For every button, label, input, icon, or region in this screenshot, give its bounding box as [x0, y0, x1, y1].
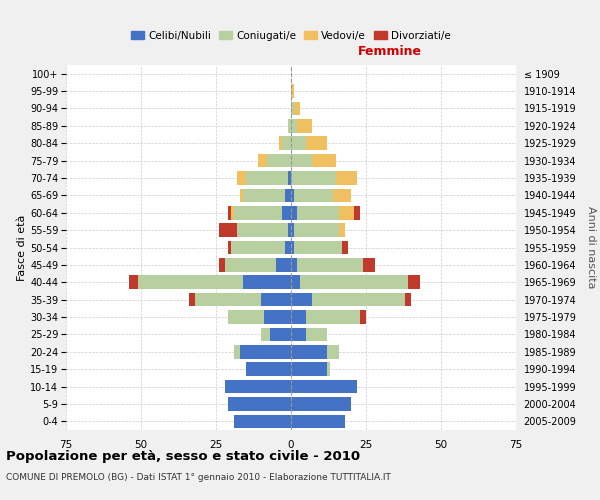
Bar [363, 258, 375, 272]
Bar [294, 102, 300, 115]
Bar [294, 224, 339, 237]
Bar [231, 206, 234, 220]
Bar [291, 380, 357, 394]
Bar [240, 345, 291, 358]
Bar [327, 345, 339, 358]
Bar [291, 102, 294, 115]
Bar [408, 276, 420, 289]
Text: Femmine: Femmine [358, 44, 422, 58]
Bar [240, 188, 243, 202]
Bar [291, 362, 327, 376]
Bar [288, 119, 291, 132]
Bar [336, 171, 357, 185]
Bar [291, 154, 312, 168]
Bar [282, 206, 291, 220]
Text: COMUNE DI PREMOLO (BG) - Dati ISTAT 1° gennaio 2010 - Elaborazione TUTTITALIA.IT: COMUNE DI PREMOLO (BG) - Dati ISTAT 1° g… [6, 472, 391, 482]
Bar [291, 276, 300, 289]
Bar [297, 206, 339, 220]
Bar [354, 206, 360, 220]
Bar [294, 240, 342, 254]
Bar [291, 258, 297, 272]
Bar [306, 310, 360, 324]
Bar [276, 258, 291, 272]
Bar [327, 362, 330, 376]
Bar [279, 136, 282, 150]
Bar [291, 136, 306, 150]
Bar [219, 258, 225, 272]
Bar [339, 206, 354, 220]
Bar [243, 188, 285, 202]
Bar [228, 397, 291, 410]
Bar [297, 258, 363, 272]
Bar [291, 345, 327, 358]
Bar [291, 84, 294, 98]
Bar [219, 224, 237, 237]
Bar [231, 240, 285, 254]
Bar [234, 206, 282, 220]
Bar [261, 328, 270, 341]
Bar [234, 345, 240, 358]
Bar [291, 188, 294, 202]
Bar [294, 188, 333, 202]
Bar [270, 328, 291, 341]
Bar [258, 154, 267, 168]
Bar [285, 240, 291, 254]
Bar [291, 293, 312, 306]
Y-axis label: Anni di nascita: Anni di nascita [586, 206, 596, 289]
Bar [225, 258, 276, 272]
Bar [237, 171, 246, 185]
Bar [342, 240, 348, 254]
Bar [246, 362, 291, 376]
Bar [306, 328, 327, 341]
Bar [189, 293, 195, 306]
Bar [360, 310, 366, 324]
Bar [285, 188, 291, 202]
Y-axis label: Fasce di età: Fasce di età [17, 214, 27, 280]
Bar [264, 310, 291, 324]
Bar [291, 328, 306, 341]
Bar [300, 276, 408, 289]
Bar [291, 206, 297, 220]
Bar [195, 293, 261, 306]
Bar [312, 293, 405, 306]
Text: Popolazione per età, sesso e stato civile - 2010: Popolazione per età, sesso e stato civil… [6, 450, 360, 463]
Bar [312, 154, 336, 168]
Bar [237, 224, 288, 237]
Bar [228, 240, 231, 254]
Bar [243, 276, 291, 289]
Bar [339, 224, 345, 237]
Bar [288, 224, 291, 237]
Bar [306, 136, 327, 150]
Bar [405, 293, 411, 306]
Bar [291, 310, 306, 324]
Bar [261, 293, 291, 306]
Bar [228, 310, 264, 324]
Bar [288, 171, 291, 185]
Bar [282, 136, 291, 150]
Bar [225, 380, 291, 394]
Bar [129, 276, 138, 289]
Bar [246, 171, 288, 185]
Bar [267, 154, 291, 168]
Bar [333, 188, 351, 202]
Bar [228, 206, 231, 220]
Bar [291, 240, 294, 254]
Bar [291, 224, 294, 237]
Bar [138, 276, 243, 289]
Bar [297, 119, 312, 132]
Legend: Celibi/Nubili, Coniugati/e, Vedovi/e, Divorziati/e: Celibi/Nubili, Coniugati/e, Vedovi/e, Di… [127, 26, 455, 44]
Bar [291, 397, 351, 410]
Bar [291, 119, 297, 132]
Bar [291, 414, 345, 428]
Bar [234, 414, 291, 428]
Bar [291, 171, 336, 185]
